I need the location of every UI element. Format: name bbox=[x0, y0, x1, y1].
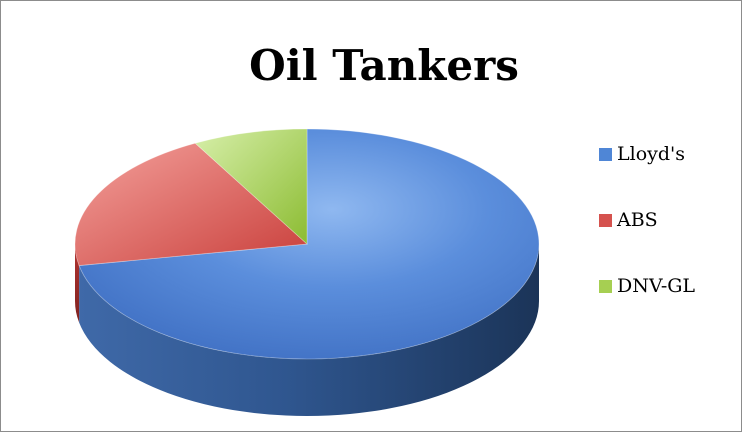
legend-label-dnv-gl: DNV-GL bbox=[617, 275, 696, 297]
legend-item-lloyds: Lloyd's bbox=[599, 139, 739, 169]
legend-label-lloyds: Lloyd's bbox=[617, 143, 686, 165]
legend-label-abs: ABS bbox=[617, 209, 658, 231]
legend-swatch-dnv-gl bbox=[599, 279, 612, 293]
pie-slice-dnv-gl bbox=[194, 128, 308, 245]
legend-item-abs: ABS bbox=[599, 205, 739, 235]
pie-side-lloyds bbox=[79, 244, 539, 416]
legend-swatch-abs bbox=[599, 213, 612, 227]
chart-legend: Lloyd's ABS DNV-GL bbox=[599, 139, 739, 337]
pie-side-abs bbox=[75, 244, 80, 323]
chart-title: Oil Tankers bbox=[249, 41, 519, 90]
pie-slice-lloyds bbox=[78, 128, 540, 360]
legend-item-dnv-gl: DNV-GL bbox=[599, 271, 739, 301]
pie-slice-abs bbox=[74, 142, 308, 266]
legend-swatch-lloyds bbox=[599, 147, 612, 161]
